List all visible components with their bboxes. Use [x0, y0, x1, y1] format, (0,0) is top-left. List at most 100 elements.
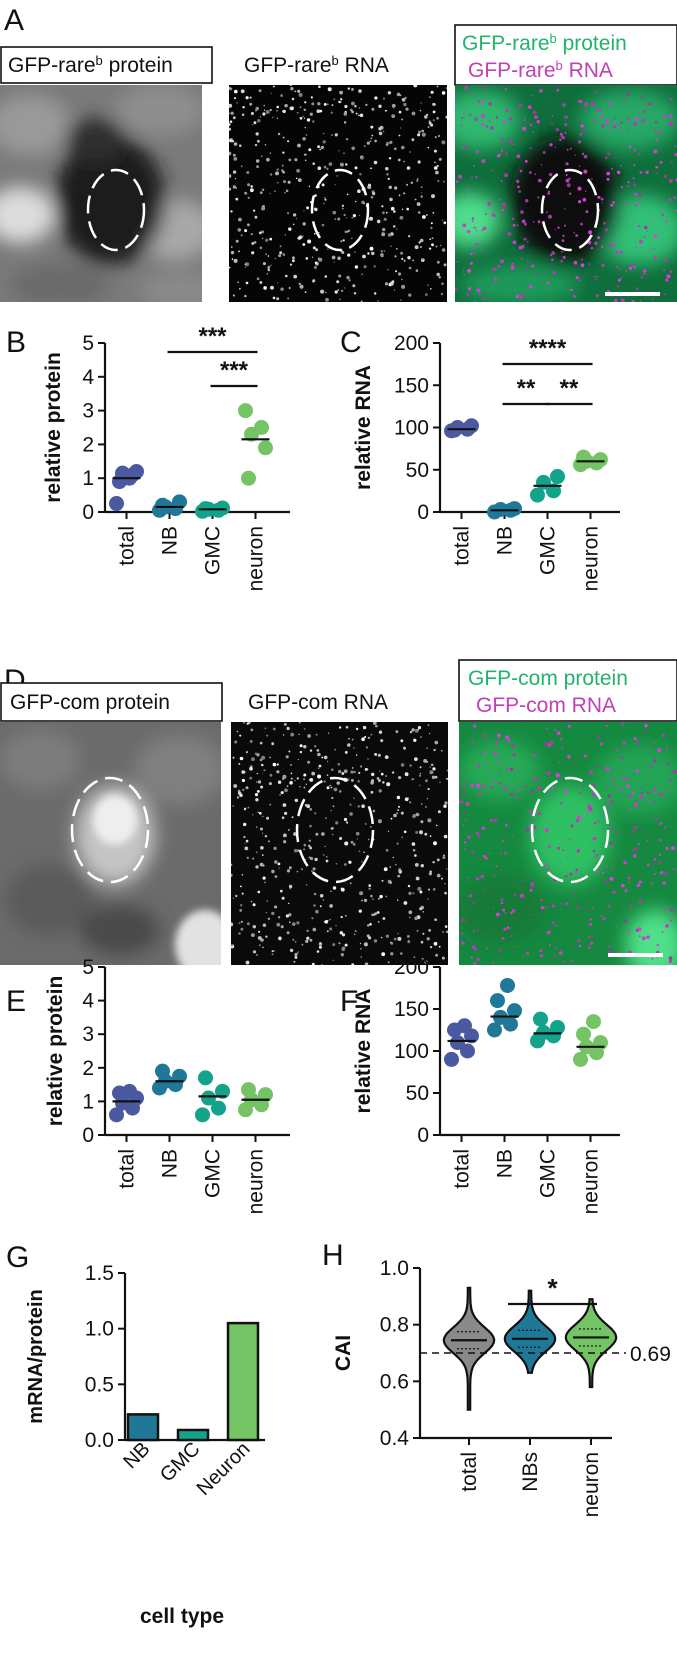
panel-b-point — [258, 440, 273, 456]
panel-c-x-tick-label: GMC — [537, 526, 560, 575]
panel-g-y-tick-label: 0.0 — [85, 1429, 114, 1452]
panel-e-point — [258, 1087, 273, 1103]
panel-g-y-tick-label: 1.0 — [85, 1318, 114, 1341]
panel-b-point — [172, 494, 187, 510]
panel-b-point — [215, 500, 230, 516]
panel-h-reference-label: 0.69 — [630, 1343, 671, 1366]
panel-g-y-label: mRNA/protein — [25, 1289, 47, 1423]
panel-e-y-tick-label: 2 — [82, 1057, 94, 1080]
panel-c-point — [464, 418, 479, 434]
panel-f-x-tick-label: neuron — [580, 1149, 603, 1214]
panel-g-x-tick-label: Neuron — [193, 1438, 255, 1500]
panel-b-y-label: relative protein — [42, 352, 65, 503]
svg-text:GFP-com RNA: GFP-com RNA — [476, 694, 616, 717]
panel-letter-g: G — [6, 1241, 29, 1274]
panel-h-y-tick-label: 1.0 — [380, 1257, 409, 1280]
panel-c-sig-label: ** — [517, 375, 536, 402]
svg-text:GFP-rareb RNA: GFP-rareb RNA — [244, 53, 389, 78]
panel-e-point — [211, 1100, 226, 1116]
panel-e-y-tick-label: 5 — [82, 956, 94, 979]
svg-text:GFP-com protein: GFP-com protein — [10, 691, 170, 714]
panel-g-y-tick-label: 0.5 — [85, 1373, 114, 1396]
panel-c-x-tick-label: total — [451, 526, 474, 566]
panel-c-point — [550, 469, 565, 485]
panel-f-y-label: relative RNA — [352, 989, 375, 1114]
panel-a-protein-image — [0, 85, 202, 302]
panel-f-point — [500, 977, 515, 993]
panel-e-x-tick-label: NB — [159, 1149, 182, 1178]
panel-b-point — [244, 426, 259, 442]
panel-c-x-tick-label: NB — [494, 526, 517, 555]
panel-f-y-tick-label: 150 — [394, 998, 429, 1021]
svg-text:GFP-rareb protein: GFP-rareb protein — [462, 31, 627, 56]
svg-text:GFP-com protein: GFP-com protein — [468, 667, 628, 690]
panel-f-point — [550, 1019, 565, 1035]
panel-e-y-tick-label: 0 — [82, 1124, 94, 1147]
panel-letter-b: B — [6, 326, 26, 359]
panel-e-point — [241, 1082, 256, 1098]
panel-f-x-tick-label: total — [451, 1149, 474, 1189]
panel-f-y-tick-label: 0 — [417, 1124, 429, 1147]
panel-b-sig-label: *** — [198, 323, 227, 350]
panel-letter-e: E — [6, 985, 26, 1018]
panel-h-violin — [564, 1298, 618, 1389]
panel-a-rna-label: GFP-rareb RNA — [244, 53, 389, 78]
panel-f-point — [490, 993, 505, 1009]
panel-h-sig-label: * — [547, 1273, 558, 1303]
panel-c-y-tick-label: 100 — [394, 417, 429, 440]
panel-letter-c: C — [340, 326, 362, 359]
panel-f-point — [573, 1051, 588, 1067]
panel-b-point — [109, 496, 124, 512]
panel-b-y-tick-label: 5 — [82, 332, 94, 355]
panel-e-y-tick-label: 1 — [82, 1090, 94, 1113]
panel-e-point — [198, 1070, 213, 1086]
panel-a-rna-image — [229, 85, 447, 302]
svg-text:GFP-rareb protein: GFP-rareb protein — [8, 53, 173, 78]
panel-f-x-tick-label: GMC — [537, 1149, 560, 1198]
panel-b-y-tick-label: 2 — [82, 433, 94, 456]
svg-text:GFP-com RNA: GFP-com RNA — [248, 691, 388, 714]
panel-c-sig-label: ** — [560, 375, 579, 402]
panel-f-y-tick-label: 50 — [406, 1082, 429, 1105]
panel-g-x-tick-label: NB — [119, 1438, 154, 1473]
panel-c-point — [593, 452, 608, 468]
panel-c-point — [530, 487, 545, 503]
panel-e-point — [122, 1083, 137, 1099]
panel-c-point — [507, 501, 522, 517]
panel-f-point — [457, 1018, 472, 1034]
panel-g-y-tick-label: 1.5 — [85, 1262, 114, 1285]
panel-f-x-tick-label: NB — [494, 1149, 517, 1178]
panel-b-point — [155, 497, 170, 513]
panel-h-x-tick-label: NBs — [519, 1452, 542, 1492]
panel-a-merge-image — [455, 85, 677, 302]
panel-b-x-tick-label: total — [116, 526, 139, 566]
panel-b-y-tick-label: 3 — [82, 400, 94, 423]
panel-d-protein-label: GFP-com protein — [0, 682, 223, 722]
panel-b-point — [238, 403, 253, 419]
panel-b-x-tick-label: neuron — [245, 526, 268, 591]
panel-g-bar — [226, 1321, 260, 1442]
scale-bar — [608, 953, 663, 957]
scale-bar — [605, 292, 660, 296]
panel-b-y-tick-label: 1 — [82, 467, 94, 490]
panel-f-y-tick-label: 200 — [394, 956, 429, 979]
panel-e-point — [201, 1090, 216, 1106]
panel-c-point — [536, 474, 551, 490]
panel-e-y-label: relative protein — [44, 976, 67, 1127]
panel-h-y-label: CAI — [332, 1335, 355, 1371]
panel-e-x-tick-label: GMC — [202, 1149, 225, 1198]
panel-a-merge-label: GFP-rareb protein GFP-rareb RNA — [454, 24, 677, 86]
panel-e-point — [109, 1107, 124, 1123]
panel-h-x-tick-label: neuron — [580, 1452, 603, 1517]
panel-f-point — [444, 1051, 459, 1067]
panel-h-y-tick-label: 0.6 — [380, 1370, 409, 1393]
panel-c-y-tick-label: 50 — [406, 459, 429, 482]
panel-d-merge-label: GFP-com protein GFP-com RNA — [458, 659, 677, 722]
panel-h-y-tick-label: 0.4 — [380, 1427, 410, 1450]
panel-d-rna-label: GFP-com RNA — [248, 691, 388, 714]
panel-letter-f: F — [340, 985, 358, 1018]
panel-b-y-tick-label: 4 — [82, 366, 94, 389]
panel-e-point — [195, 1107, 210, 1123]
panel-g-x-label: cell type — [140, 1605, 224, 1628]
